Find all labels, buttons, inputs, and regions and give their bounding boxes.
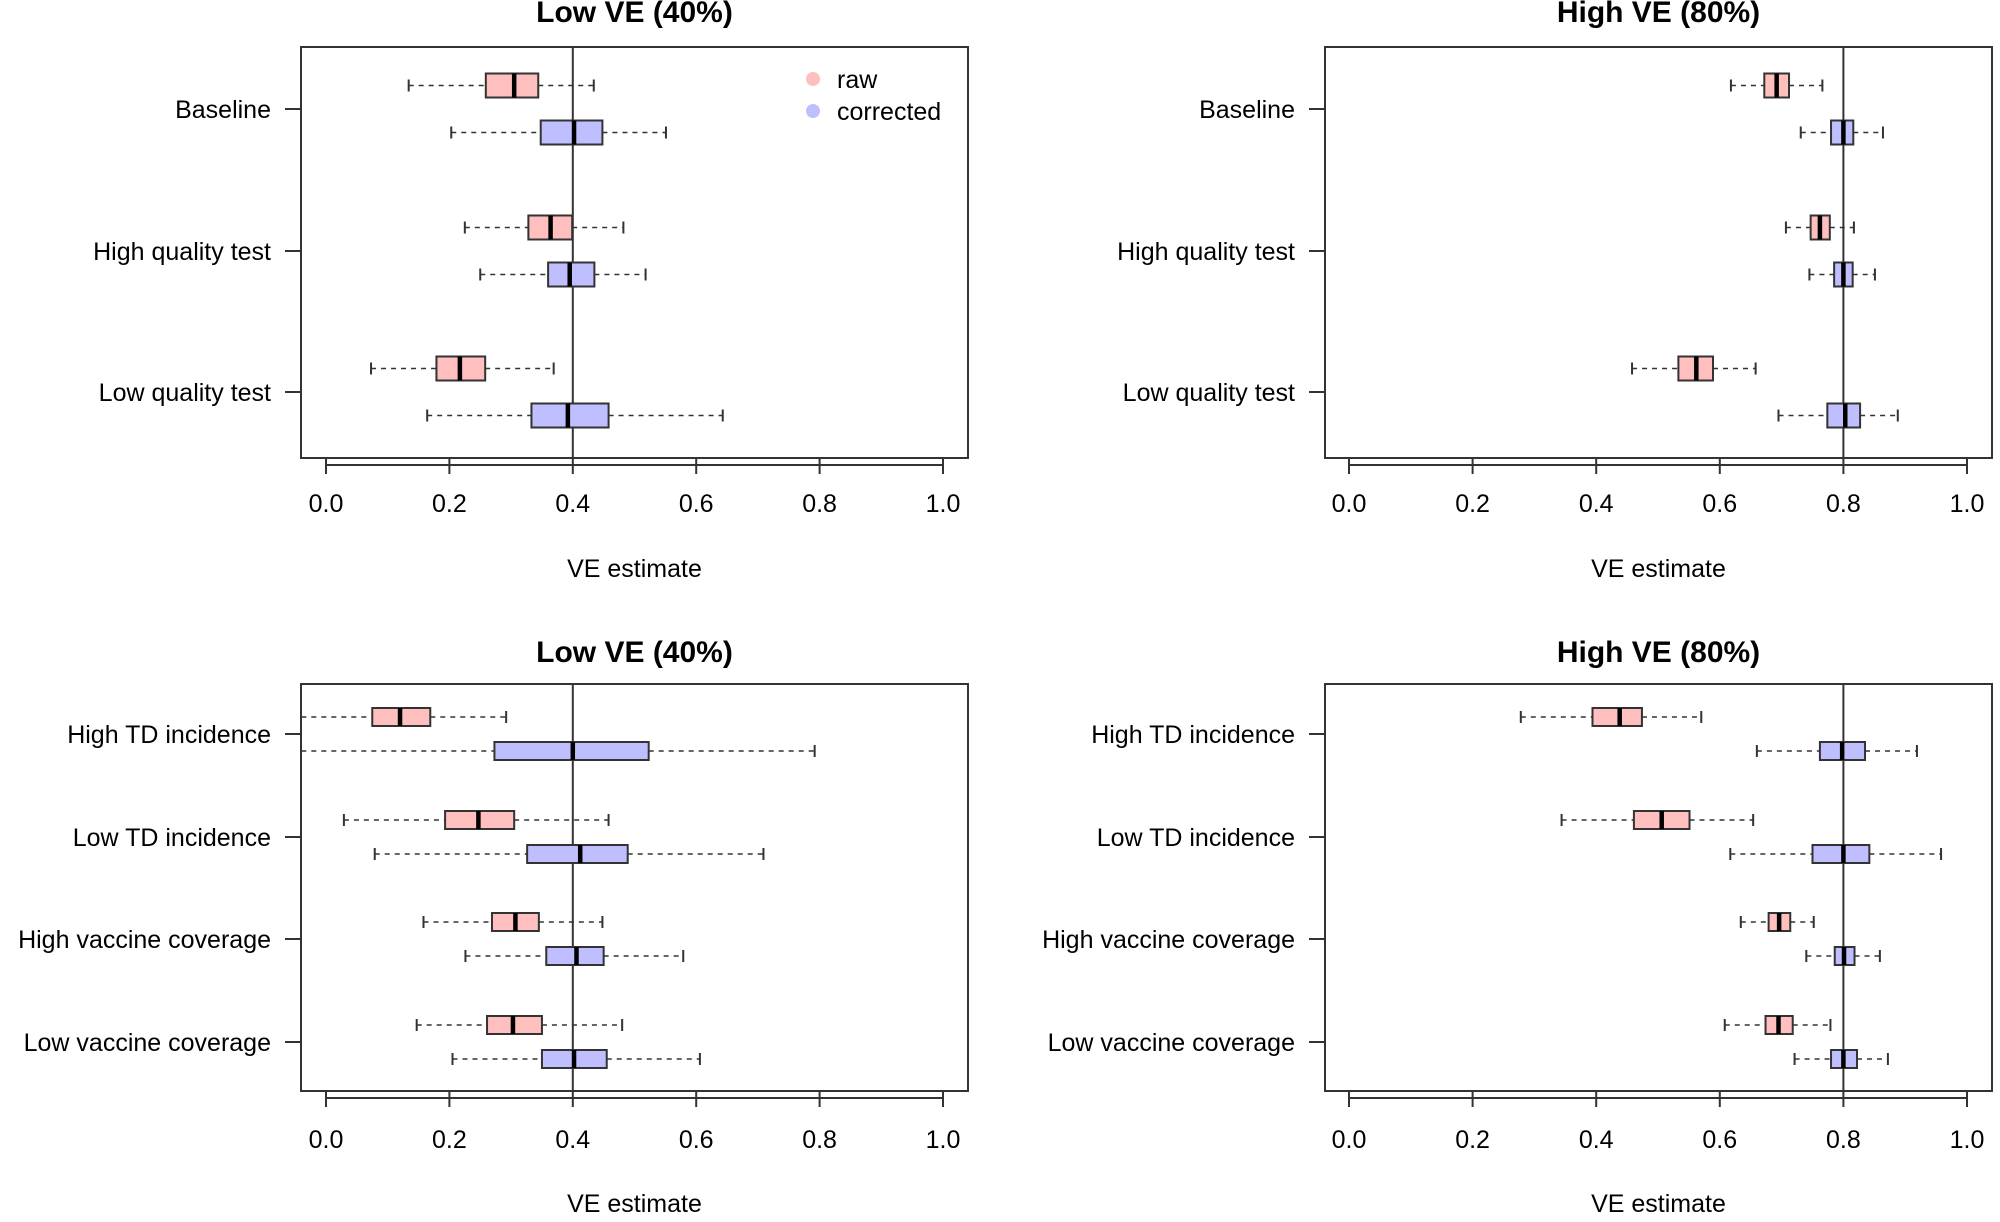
boxplot-raw [415, 1015, 624, 1035]
boxplot-raw [301, 707, 508, 727]
panel-title: Low VE (40%) [536, 0, 733, 29]
box-iqr [1591, 707, 1643, 727]
x-axis-label: VE estimate [567, 555, 702, 583]
x-tick-label: 0.4 [555, 490, 590, 518]
boxplot-raw [1560, 810, 1755, 830]
panel-title: High VE (80%) [1557, 636, 1760, 669]
boxplot-corrected [426, 402, 724, 429]
boxplot-raw [1784, 214, 1855, 241]
x-tick-label: 0.2 [432, 490, 467, 518]
boxplot-corrected [1729, 844, 1943, 864]
x-tick-label: 0.2 [432, 1126, 467, 1154]
y-category-label: High TD incidence [1091, 721, 1295, 749]
x-tick-label: 0.0 [1332, 1126, 1367, 1154]
x-tick-label: 0.8 [802, 490, 837, 518]
boxplot-corrected [301, 741, 816, 761]
legend-label: raw [837, 66, 878, 94]
x-tick-label: 0.2 [1455, 1126, 1490, 1154]
x-tick-label: 0.2 [1455, 490, 1490, 518]
panel-title: Low VE (40%) [536, 636, 733, 669]
y-category-label: Low TD incidence [1097, 824, 1295, 852]
boxplot-corrected [464, 946, 685, 966]
x-tick-label: 0.6 [679, 1126, 714, 1154]
panel-2: High VE (80%) 0.0 0.2 0.4 0.6 0.8 1.0 VE estima… [1117, 0, 1993, 583]
x-tick-label: 0.4 [1579, 1126, 1614, 1154]
boxplot-raw [1739, 912, 1815, 932]
boxplot-raw [1729, 72, 1824, 99]
box-iqr [526, 844, 629, 864]
boxplot-corrected [451, 1049, 701, 1069]
x-tick-label: 0.0 [309, 490, 344, 518]
y-category-label: Baseline [1199, 96, 1295, 124]
y-category-label: Low TD incidence [73, 824, 271, 852]
boxplot-corrected [1755, 741, 1918, 761]
y-category-label: High vaccine coverage [1042, 926, 1295, 954]
y-category-label: High TD incidence [67, 721, 271, 749]
boxplot-corrected [1799, 119, 1884, 146]
y-category-label: Low vaccine coverage [1048, 1029, 1295, 1057]
boxplot-corrected [450, 119, 667, 146]
x-tick-label: 0.0 [1332, 490, 1367, 518]
boxplot-raw [370, 355, 555, 382]
boxplot-corrected [1777, 402, 1899, 429]
x-tick-label: 0.6 [1702, 490, 1737, 518]
x-tick-label: 0.8 [1826, 1126, 1861, 1154]
x-tick-label: 1.0 [926, 1126, 961, 1154]
y-category-label: Low quality test [1123, 379, 1295, 407]
x-tick-label: 1.0 [926, 490, 961, 518]
legend-swatch-raw [806, 72, 820, 86]
panel-1: Low VE (40%) 0.0 0.2 0.4 0.6 0.8 1.0 VE estimat… [93, 0, 969, 583]
box-iqr [1811, 844, 1871, 864]
x-tick-label: 0.0 [309, 1126, 344, 1154]
x-tick-label: 1.0 [1950, 490, 1985, 518]
x-axis-label: VE estimate [1591, 1190, 1726, 1218]
x-tick-label: 0.4 [1579, 490, 1614, 518]
boxplot-raw [463, 214, 625, 241]
y-category-label: High vaccine coverage [18, 926, 271, 954]
legend: raw corrected [806, 66, 941, 126]
boxplot-corrected [479, 261, 647, 288]
y-category-label: High quality test [93, 238, 271, 266]
y-category-label: Low quality test [99, 379, 271, 407]
boxplot-raw [422, 912, 604, 932]
boxplot-corrected [1808, 261, 1876, 288]
boxplot-raw [1631, 355, 1757, 382]
y-category-label: High quality test [1117, 238, 1295, 266]
x-tick-label: 0.8 [802, 1126, 837, 1154]
boxplot-raw [342, 810, 610, 830]
x-tick-label: 0.4 [555, 1126, 590, 1154]
boxplot-corrected [1793, 1049, 1889, 1069]
x-tick-label: 0.6 [1702, 1126, 1737, 1154]
legend-swatch-corrected [806, 104, 820, 118]
x-axis-label: VE estimate [1591, 555, 1726, 583]
panel-title: High VE (80%) [1557, 0, 1760, 29]
y-category-label: Baseline [175, 96, 271, 124]
plot-frame [300, 683, 969, 1092]
plot-frame [1324, 683, 1993, 1092]
plot-frame [1324, 46, 1993, 459]
boxplot-corrected [373, 844, 765, 864]
x-tick-label: 1.0 [1950, 1126, 1985, 1154]
boxplot-raw [1519, 707, 1703, 727]
y-category-label: Low vaccine coverage [24, 1029, 271, 1057]
box-iqr [539, 119, 604, 146]
x-tick-label: 0.6 [679, 490, 714, 518]
x-axis-label: VE estimate [567, 1190, 702, 1218]
boxplot-raw [1723, 1015, 1832, 1035]
boxplot-raw [407, 72, 595, 99]
x-tick-label: 0.8 [1826, 490, 1861, 518]
plot-frame [300, 46, 969, 459]
panel-3: Low VE (40%) 0.0 0.2 0.4 0.6 0.8 1.0 VE estimat… [18, 636, 969, 1218]
panel-4: High VE (80%) 0.0 0.2 0.4 0.6 0.8 1.0 VE estima… [1042, 636, 1993, 1218]
boxplot-corrected [1805, 946, 1881, 966]
legend-label: corrected [837, 98, 941, 126]
